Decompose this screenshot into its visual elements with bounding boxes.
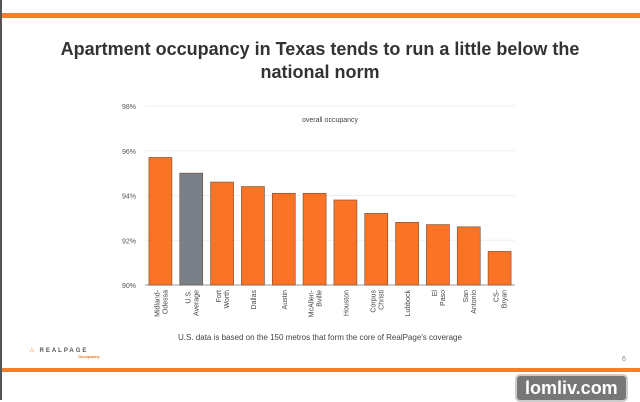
y-tick-label: 96%: [122, 149, 136, 156]
bar: [456, 226, 481, 286]
x-tick-label: ElPaso: [432, 290, 447, 306]
y-tick-label: 98%: [122, 104, 136, 111]
bar: [210, 181, 234, 286]
x-tick-label: CorpusChristi: [370, 290, 385, 313]
x-tick-label: CS-Bryan: [494, 289, 509, 308]
x-tick-label: McAllen-Bville: [309, 289, 324, 317]
chart-title: overall occupancy: [302, 117, 359, 124]
realpage-logo: ∴ REALPAGE Occupancy: [30, 348, 100, 359]
bar: [333, 199, 358, 286]
bar: [487, 251, 512, 286]
bar: [364, 213, 389, 286]
slide-border: [0, 0, 2, 400]
bar: [426, 224, 450, 286]
x-tick-label: Houston: [343, 290, 350, 316]
x-tick-label: FortWorth: [216, 290, 231, 309]
page-number: 6: [622, 356, 626, 363]
x-tick-label: Midland-Odessa: [154, 289, 169, 317]
bar: [271, 192, 296, 286]
x-tick-label: Dallas: [251, 290, 258, 310]
y-tick-label: 90%: [122, 283, 136, 290]
bar: [241, 186, 265, 286]
slide-title: Apartment occupancy in Texas tends to ru…: [60, 39, 580, 82]
x-tick-label: U.S.Average: [185, 290, 200, 316]
bar: [179, 172, 204, 286]
bar: [148, 157, 173, 286]
y-tick-label: 92%: [122, 238, 136, 245]
bar: [302, 192, 327, 286]
bottom-accent-bar: [2, 368, 640, 372]
top-accent-bar: [2, 13, 640, 18]
y-tick-label: 94%: [122, 194, 136, 201]
x-tick-label: Lubbock: [405, 290, 412, 317]
bar: [395, 222, 419, 286]
footnote: U.S. data is based on the 150 metros tha…: [178, 333, 462, 342]
x-tick-label: SanAntonio: [463, 290, 478, 314]
bar-chart: 90% 92% 94% 96% 98% overall occupancy Midland-…: [122, 104, 515, 317]
x-tick-label: Austin: [282, 290, 289, 310]
watermark: lomliv.com: [515, 374, 628, 402]
